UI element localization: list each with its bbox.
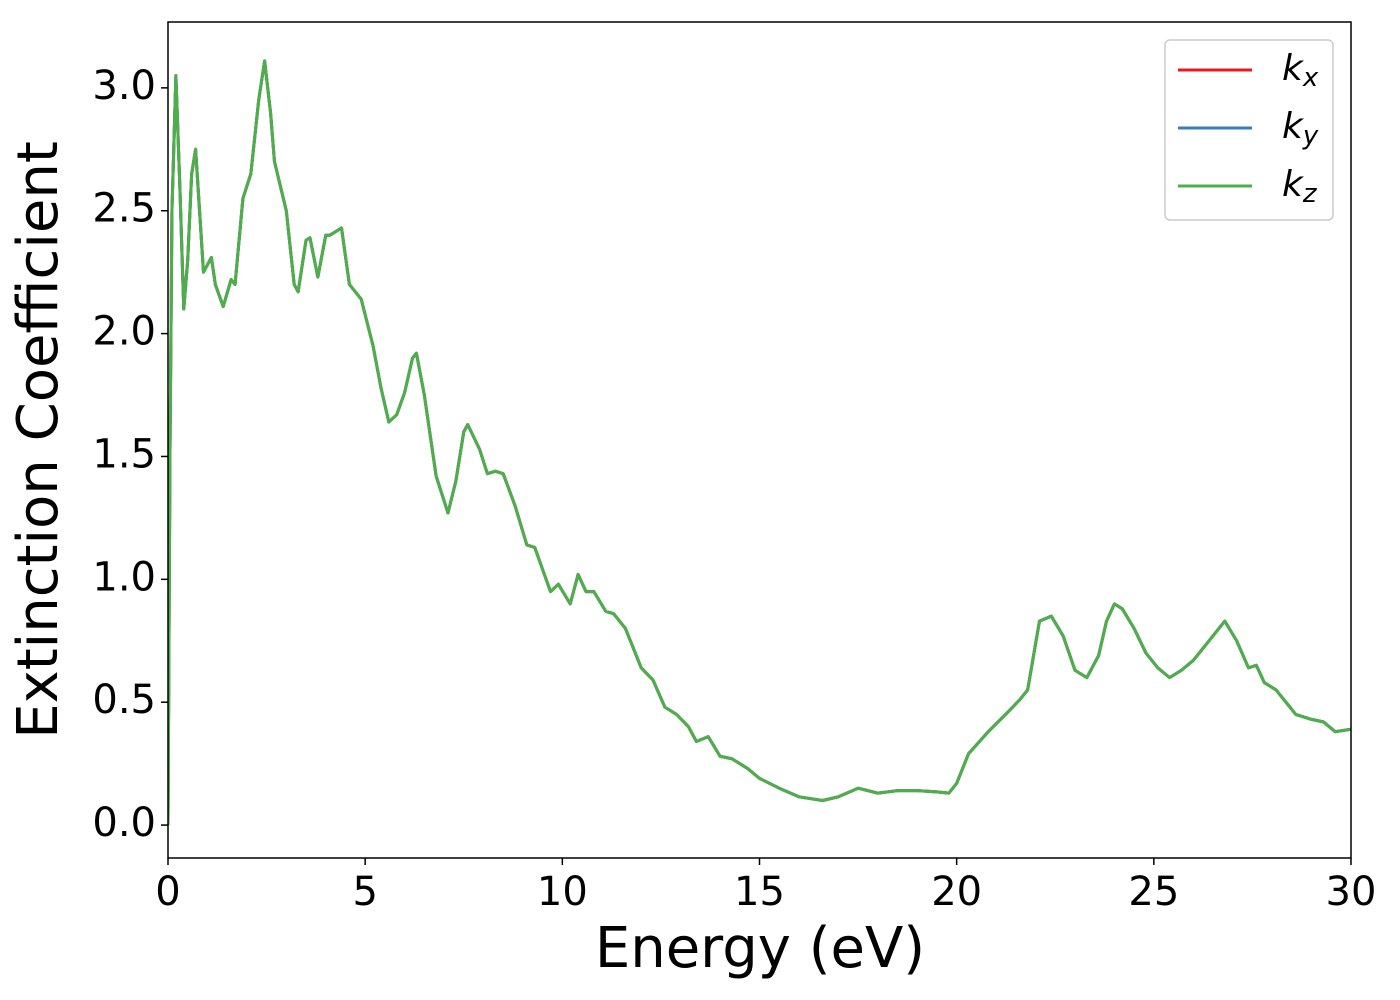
y-tick-label: 2.0 (92, 309, 156, 355)
y-tick-label: 2.5 (92, 186, 156, 232)
x-tick-label: 15 (734, 869, 785, 915)
legend-label: kz (1282, 164, 1318, 209)
y-tick-label: 0.0 (92, 800, 156, 846)
legend-label: ky (1282, 106, 1319, 151)
x-axis-label: Energy (eV) (595, 916, 925, 981)
x-tick-label: 10 (537, 869, 588, 915)
line (168, 59, 1351, 826)
y-axis-label: Extinction Coefficient (6, 141, 71, 739)
y-tick-label: 1.0 (92, 554, 156, 600)
x-tick-label: 20 (931, 869, 982, 915)
x-tick-label: 0 (155, 869, 180, 915)
x-tick-label: 5 (352, 869, 377, 915)
x-tick-label: 30 (1326, 869, 1377, 915)
plot-frame (167, 21, 1352, 859)
y-tick-label: 1.5 (92, 431, 156, 477)
y-tick-label: 3.0 (92, 63, 156, 109)
y-tick-label: 0.5 (92, 677, 156, 723)
legend-box (1164, 39, 1334, 221)
x-tick-label: 25 (1128, 869, 1179, 915)
legend-label: kx (1282, 48, 1319, 93)
